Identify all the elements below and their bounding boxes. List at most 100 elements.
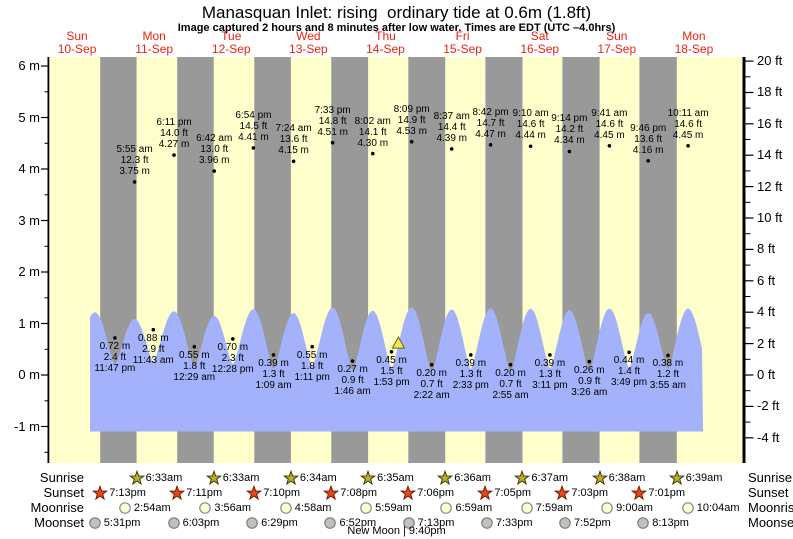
tide-height-ft: 14.6 ft: [516, 119, 545, 131]
sunset-time: 7:11pm: [186, 486, 223, 499]
tide-height-ft: 14.1 ft: [358, 126, 387, 138]
tide-point-dot: [151, 327, 156, 332]
tide-time: 6:54 pm: [235, 109, 272, 121]
tide-height-ft: 14.9 ft: [397, 114, 426, 126]
tide-point-dot: [429, 362, 434, 367]
day-label: Thu 14-Sep: [347, 30, 423, 56]
sunrise-time: 6:34am: [299, 471, 337, 484]
sunset-star-icon: [323, 485, 340, 500]
sunrise-time: 6:33am: [145, 471, 183, 484]
right-axis-tick: [745, 154, 754, 156]
tide-time: 2:33 pm: [452, 379, 489, 391]
tide-point-dot: [469, 353, 473, 357]
moonset-time: 6:03pm: [182, 516, 220, 529]
tide-point-dot: [212, 169, 216, 173]
left-axis-tick: [41, 116, 49, 119]
moonrise-circle-icon: [681, 502, 694, 514]
sunset-row-label-left: Sunset: [43, 485, 84, 500]
moonset-time: 5:31pm: [103, 516, 141, 529]
left-axis-tick-label: -1 m: [14, 418, 40, 434]
right-axis-tick-label: 10 ft: [757, 210, 783, 226]
tide-time: 8:02 am: [354, 115, 391, 127]
tide-height-m: 0.39 m: [258, 357, 289, 369]
sunset-entry: 7:03pm: [554, 485, 608, 500]
sunrise-time: 6:36am: [454, 471, 491, 484]
moonrise-entry: 9:00am: [599, 500, 653, 515]
tide-height-m: 4.51 m: [317, 126, 348, 138]
tide-point-dot: [666, 353, 670, 358]
moonrise-time: 9:00am: [616, 501, 653, 514]
sunset-entry: 7:13pm: [92, 485, 146, 500]
right-axis-minor-tick: [745, 107, 751, 109]
high-tide-annotation: 7:33 pm 14.8 ft 4.51 m: [300, 105, 366, 138]
sunset-star-icon: [400, 485, 417, 500]
low-tide-annotation: 0.55 m 1.8 ft 1:11 pm: [279, 350, 345, 383]
day-label-date: 17-Sep: [597, 42, 637, 56]
tide-height-m: 4.39 m: [436, 132, 468, 144]
tide-height-m: 0.55 m: [178, 349, 210, 361]
tide-height-ft: 13.6 ft: [634, 133, 663, 145]
sunrise-row-label-right: Sunrise: [748, 470, 793, 485]
moonrise-circle-icon: [520, 502, 533, 514]
tide-height-m: 0.27 m: [337, 364, 368, 376]
sunrise-star-icon: [437, 470, 454, 485]
left-axis-line: [47, 57, 50, 463]
tide-height-ft: 1.8 ft: [301, 360, 324, 372]
right-axis-tick-label: 0 ft: [757, 367, 776, 382]
tide-point-dot: [271, 353, 276, 357]
moonrise-circle-icon: [360, 502, 372, 514]
tide-point-dot: [548, 353, 552, 357]
left-axis-tick: [41, 271, 49, 273]
sunset-entry: 7:08pm: [323, 485, 377, 500]
right-axis-tick: [745, 374, 754, 376]
tide-height-ft: 0.7 ft: [420, 378, 443, 390]
tide-point-dot: [330, 140, 335, 145]
day-label-weekday: Tue: [221, 29, 242, 43]
tide-height-m: 0.39 m: [455, 357, 487, 369]
tide-height-m: 0.20 m: [416, 367, 447, 379]
sunset-time: 7:01pm: [648, 486, 686, 499]
day-label: Sun 17-Sep: [579, 30, 655, 56]
tide-height-m: 4.53 m: [396, 125, 427, 137]
tide-point-dot: [192, 344, 197, 349]
moonset-entry: 8:13pm: [635, 515, 689, 530]
sunset-star-icon: [169, 485, 186, 500]
sunset-entry: 7:05pm: [477, 485, 531, 500]
tide-point-dot: [508, 362, 513, 367]
day-label-date: 11-Sep: [135, 42, 174, 56]
tide-height-m: 4.45 m: [672, 129, 704, 141]
tide-height-m: 4.15 m: [278, 145, 309, 157]
moonset-circle-icon: [402, 517, 415, 529]
sunrise-star-icon: [360, 470, 377, 485]
tide-height-m: 0.26 m: [574, 364, 605, 376]
sunset-star-icon: [477, 485, 494, 500]
moonset-circle-icon: [637, 517, 650, 529]
tide-height-m: 4.45 m: [594, 129, 625, 141]
right-axis-tick: [745, 186, 754, 188]
tide-height-ft: 14.0 ft: [160, 128, 188, 140]
day-label-date: 12-Sep: [211, 42, 251, 56]
right-axis-tick: [745, 217, 754, 219]
tide-point-dot: [172, 153, 176, 157]
moonset-circle-icon: [324, 517, 337, 529]
high-tide-annotation: 9:14 pm 14.2 ft 4.34 m: [536, 113, 602, 146]
moonrise-circle-icon: [279, 502, 292, 514]
tide-point-dot: [132, 180, 137, 184]
tide-time: 3:11 pm: [532, 379, 568, 391]
sunrise-star-icon: [514, 470, 531, 485]
moonrise-time: 6:59am: [455, 501, 493, 514]
tide-height-m: 0.20 m: [495, 367, 526, 379]
sunrise-star-icon: [668, 470, 685, 485]
moonrise-entry: 2:54am: [117, 500, 171, 515]
right-axis-tick-label: 4 ft: [757, 304, 776, 320]
moonset-row-label-left: Moonset: [34, 515, 84, 530]
left-axis-tick-label: 1 m: [18, 315, 40, 331]
tide-time: 5:55 am: [116, 143, 153, 155]
moonset-time: 7:13pm: [417, 516, 455, 529]
moonset-time: 6:29pm: [261, 516, 298, 529]
moonrise-entry: 6:59am: [438, 500, 492, 515]
left-axis-minor-tick: [44, 91, 49, 93]
sunrise-star-icon: [282, 470, 299, 485]
tide-time: 6:42 am: [196, 133, 233, 145]
